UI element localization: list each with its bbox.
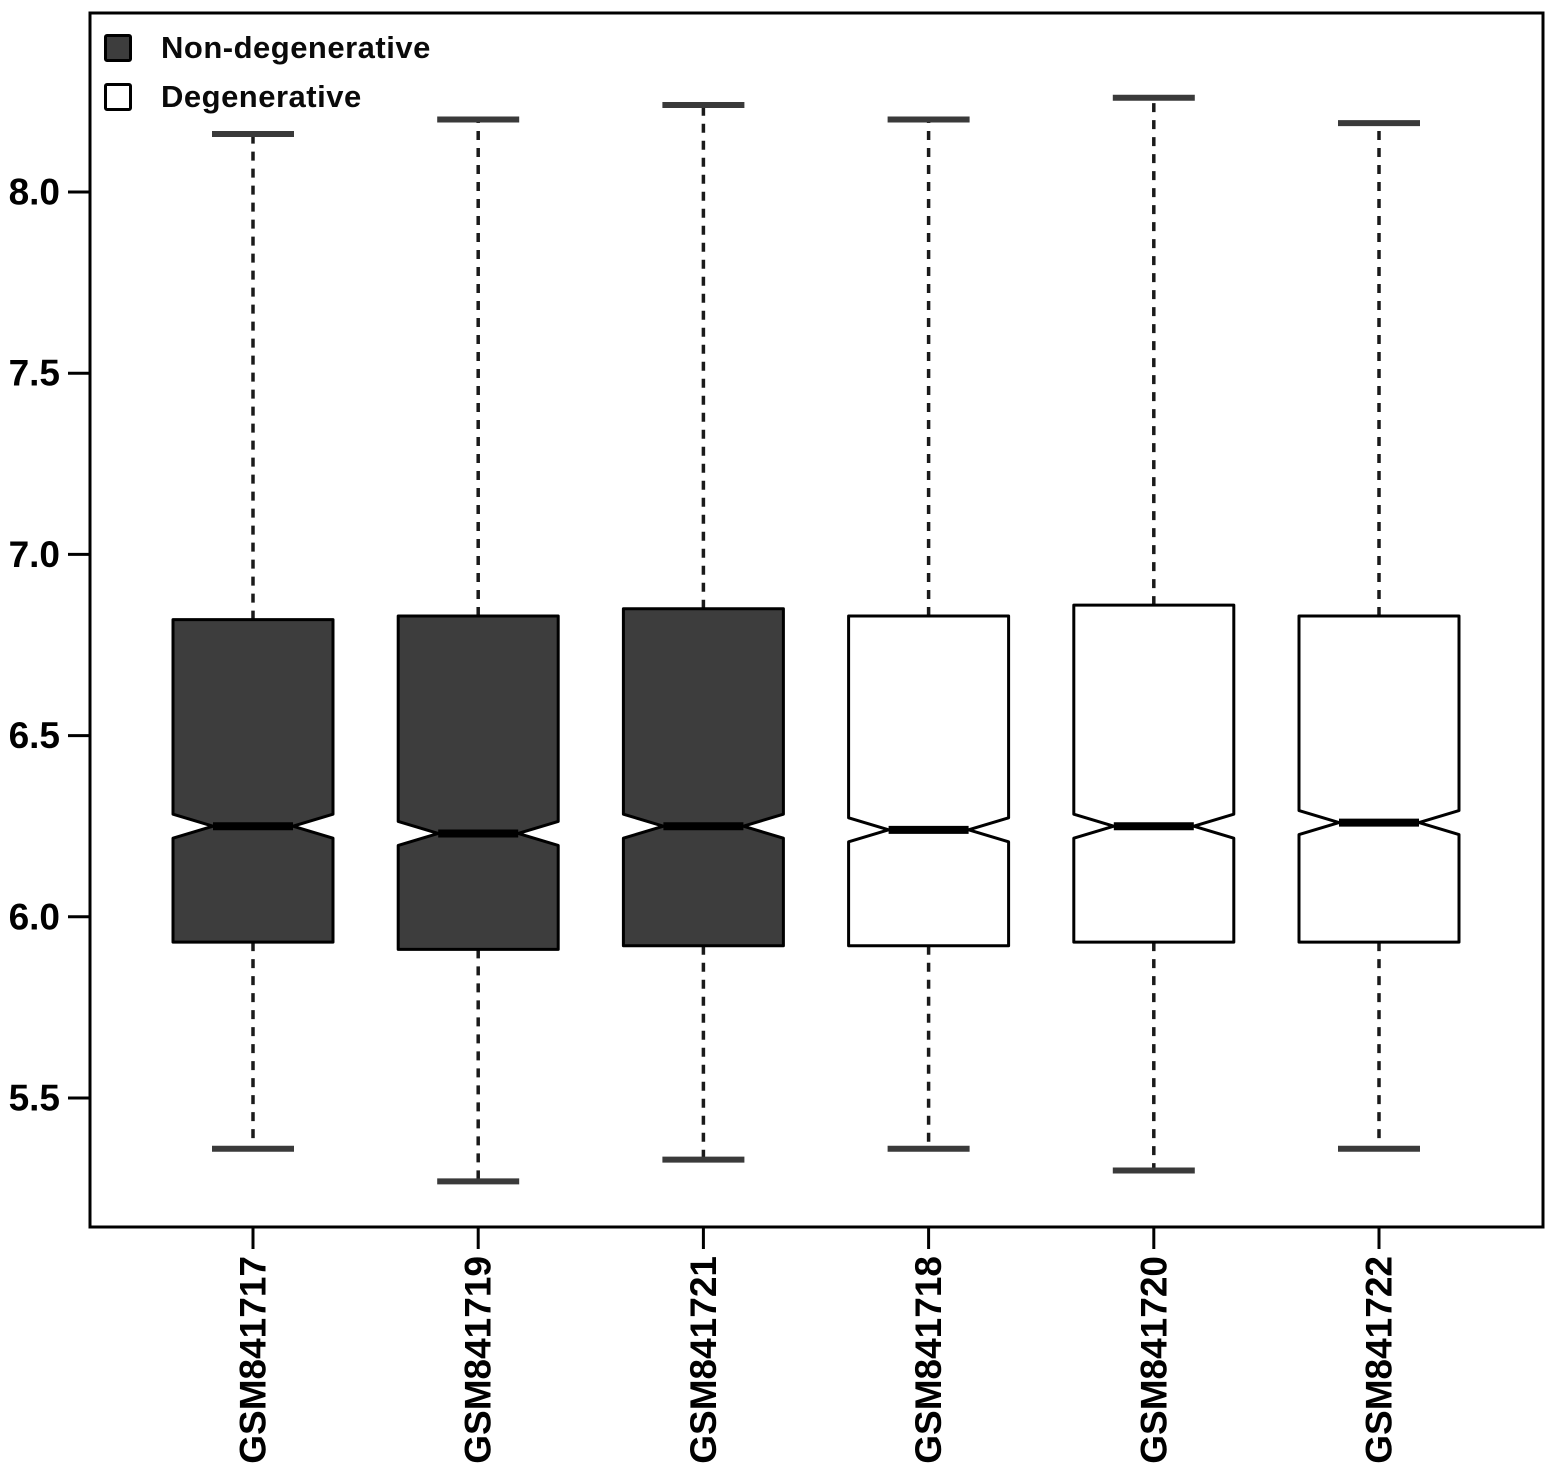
box-GSM841717: GSM841717	[171, 131, 335, 1464]
box-GSM841720: GSM841720	[1072, 94, 1236, 1464]
chart-legend: Non-degenerative Degenerative	[104, 30, 431, 115]
box-body	[1297, 614, 1461, 944]
box-GSM841722: GSM841722	[1297, 120, 1461, 1464]
x-axis-category-label: GSM841720	[1133, 1256, 1174, 1464]
legend-label-degenerative: Degenerative	[161, 79, 362, 114]
legend-label-non-degenerative: Non-degenerative	[161, 30, 431, 65]
legend-swatch-degenerative	[104, 83, 132, 111]
box-body	[171, 618, 335, 944]
box-body	[396, 614, 560, 951]
box-GSM841719: GSM841719	[396, 116, 560, 1464]
box-GSM841718: GSM841718	[847, 116, 1011, 1464]
legend-swatch-non-degenerative	[104, 34, 132, 62]
x-axis-category-label: GSM841722	[1359, 1256, 1400, 1464]
y-axis-tick-label: 6.0	[9, 896, 60, 937]
box-body	[1072, 603, 1236, 944]
y-axis-tick-label: 5.5	[9, 1077, 60, 1118]
box-body	[847, 614, 1011, 948]
y-axis-tick-label: 6.5	[9, 715, 60, 756]
x-axis-category-label: GSM841719	[458, 1256, 499, 1464]
plot-border	[88, 11, 1545, 1229]
legend-item-degenerative: Degenerative	[104, 79, 431, 115]
y-axis-tick-label: 7.5	[9, 353, 60, 394]
x-axis-category-label: GSM841717	[233, 1256, 274, 1464]
x-axis-category-label: GSM841721	[683, 1256, 724, 1464]
legend-item-non-degenerative: Non-degenerative	[104, 30, 431, 66]
x-axis-category-label: GSM841718	[908, 1256, 949, 1464]
box-body	[621, 607, 785, 948]
y-axis-tick-label: 8.0	[9, 172, 60, 213]
box-GSM841721: GSM841721	[621, 102, 785, 1464]
y-axis-tick-label: 7.0	[9, 534, 60, 575]
